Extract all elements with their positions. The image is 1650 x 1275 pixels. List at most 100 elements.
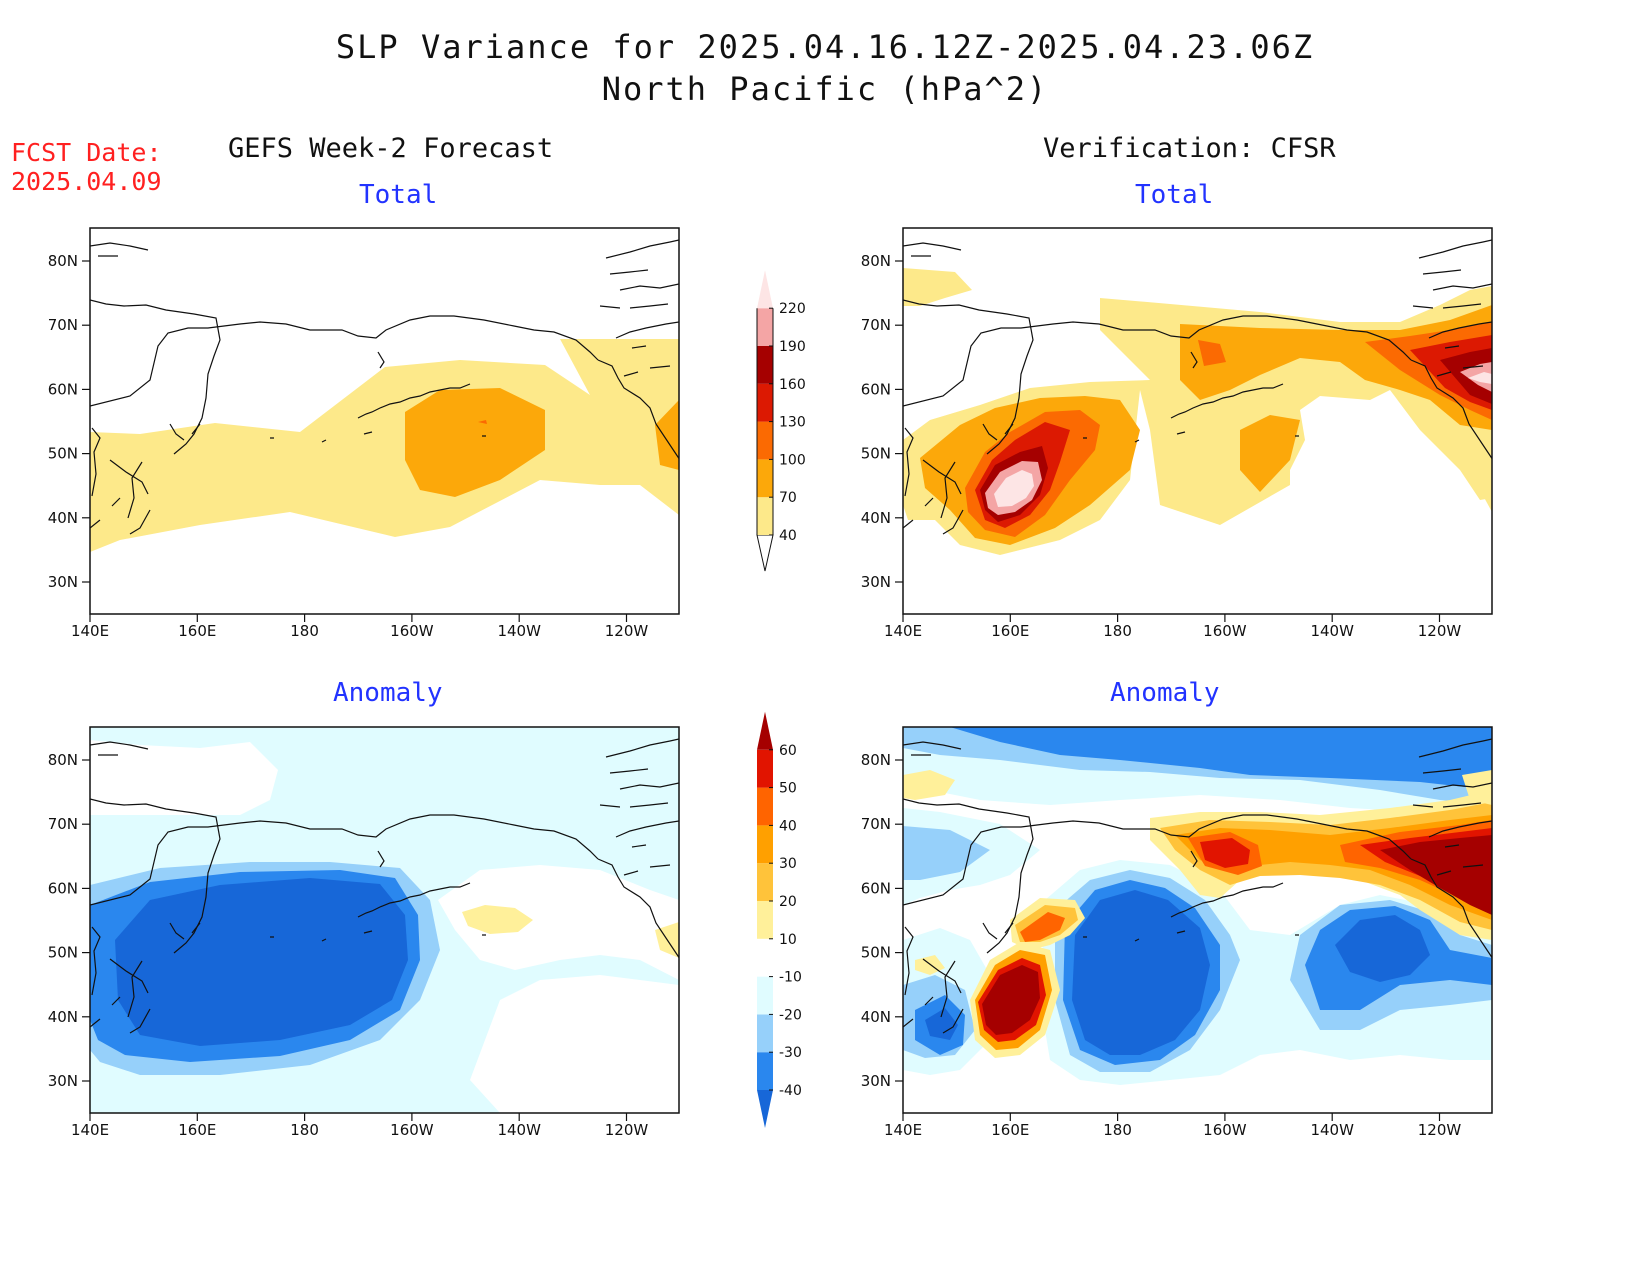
lon-tick-label: 140E	[884, 1121, 922, 1139]
lat-tick-label: 30N	[48, 1072, 78, 1090]
lon-tick-label: 160E	[991, 1121, 1029, 1139]
lon-tick-label: 160W	[390, 1121, 434, 1139]
lat-tick-label: 60N	[861, 879, 891, 897]
lat-tick-label: 40N	[48, 509, 78, 527]
forecast-date: FCST Date: 2025.04.09	[11, 138, 162, 196]
lat-tick-label: 70N	[48, 815, 78, 833]
lat-tick-label: 30N	[861, 573, 891, 591]
lon-tick-label: 160E	[178, 622, 216, 640]
frame-gefs-anomaly	[89, 726, 680, 1114]
axes-layer: 140E 160E 180 160W 140W 120W 30N 40N 50N 60N 70N 80…	[48, 252, 1462, 1139]
colorbar-lower-arrow	[756, 534, 774, 572]
panel-subtitle-gefs-anomaly: Anomaly	[333, 678, 443, 708]
colorbar-swatch	[757, 497, 773, 535]
lon-tick-label: 140E	[884, 622, 922, 640]
colorbar-label: 60	[779, 743, 797, 759]
panel-subtitle-cfsr-anomaly: Anomaly	[1110, 678, 1220, 708]
lat-tick-label: 70N	[861, 316, 891, 334]
lat-tick-label: 70N	[861, 815, 891, 833]
lat-tick-label: 40N	[861, 509, 891, 527]
colorbar-swatch	[757, 383, 773, 422]
colorbar-label: 30	[779, 856, 797, 872]
colorbar-label: 160	[779, 377, 806, 393]
lon-tick-label: 180	[1103, 1121, 1132, 1139]
colorbar-swatch	[757, 976, 773, 1015]
colorbar-swatch	[757, 863, 773, 901]
colorbar-label: -10	[779, 970, 802, 986]
lat-tick-label: 30N	[48, 573, 78, 591]
colorbar-label: 20	[779, 894, 797, 910]
colorbar-label: 40	[779, 818, 797, 834]
lon-tick-label: 140W	[497, 1121, 541, 1139]
colorbar-label: -20	[779, 1007, 802, 1023]
lat-tick-label: 40N	[48, 1008, 78, 1026]
lat-tick-label: 80N	[861, 751, 891, 769]
colorbar-label: -40	[779, 1083, 802, 1099]
colorbar-swatch	[757, 749, 773, 788]
frame-cfsr-anomaly	[902, 726, 1493, 1114]
lat-tick-label: 80N	[48, 252, 78, 270]
lon-tick-label: 140W	[1310, 622, 1354, 640]
lon-tick-label: 180	[1103, 622, 1132, 640]
lon-tick-label: 140E	[71, 1121, 109, 1139]
colorbar-swatch	[757, 346, 773, 384]
lon-tick-label: 160W	[1203, 1121, 1247, 1139]
lat-tick-label: 50N	[48, 944, 78, 962]
map-cfsr-anomaly	[903, 727, 1492, 1113]
colorbar-label: 220	[779, 301, 806, 317]
colorbar-swatch	[757, 308, 773, 346]
column-title-cfsr: Verification: CFSR	[1043, 133, 1336, 164]
main-subtitle: North Pacific (hPa^2)	[601, 70, 1049, 108]
lon-tick-label: 180	[290, 1121, 319, 1139]
panel-subtitle-gefs-total: Total	[359, 180, 438, 210]
colorbar-swatch	[757, 421, 773, 460]
lat-tick-label: 50N	[861, 944, 891, 962]
lat-tick-label: 80N	[48, 751, 78, 769]
colorbar-label: 10	[779, 932, 797, 948]
colorbar-swatch	[757, 825, 773, 864]
lon-tick-label: 140W	[1310, 1121, 1354, 1139]
colorbar-swatch	[757, 459, 773, 498]
colorbar-swatch	[757, 1052, 773, 1090]
lon-tick-label: 120W	[605, 622, 649, 640]
lon-tick-label: 160E	[178, 1121, 216, 1139]
colorbar-total: 40 70 100 130 160 190 220	[756, 270, 806, 572]
colorbar-label: -30	[779, 1045, 802, 1061]
panel-subtitle-cfsr-total: Total	[1135, 180, 1214, 210]
lon-tick-label: 120W	[1418, 622, 1462, 640]
colorbar-label: 130	[779, 415, 806, 431]
lon-tick-label: 180	[290, 622, 319, 640]
colorbar-swatch	[757, 1014, 773, 1053]
colorbar-label: 190	[779, 339, 806, 355]
colorbar-swatch	[757, 787, 773, 826]
colorbar-upper-arrow	[757, 711, 773, 750]
colorbar-swatch	[757, 938, 773, 977]
frame-gefs-total	[89, 227, 680, 615]
lon-tick-label: 160W	[1203, 622, 1247, 640]
lat-tick-label: 70N	[48, 316, 78, 334]
forecast-date-label: FCST Date:	[11, 138, 162, 167]
main-title: SLP Variance for 2025.04.16.12Z-2025.04.…	[335, 28, 1315, 66]
lon-tick-label: 120W	[605, 1121, 649, 1139]
map-gefs-total	[90, 228, 679, 614]
frame-cfsr-total	[902, 227, 1493, 615]
colorbar-label: 70	[779, 490, 797, 506]
colorbar-swatch	[757, 901, 773, 939]
lat-tick-label: 60N	[861, 380, 891, 398]
lat-tick-label: 80N	[861, 252, 891, 270]
lon-tick-label: 120W	[1418, 1121, 1462, 1139]
lon-tick-label: 160E	[991, 622, 1029, 640]
lon-tick-label: 140E	[71, 622, 109, 640]
lat-tick-label: 40N	[861, 1008, 891, 1026]
colorbar-anomaly: -40 -30 -20 -10 10 20 30 40 50 60	[757, 711, 802, 1128]
lat-tick-label: 60N	[48, 380, 78, 398]
colorbar-label: 100	[779, 452, 806, 468]
forecast-date-value: 2025.04.09	[11, 167, 162, 196]
colorbar-lower-arrow	[757, 1090, 773, 1128]
map-cfsr-total	[903, 228, 1492, 614]
lon-tick-label: 140W	[497, 622, 541, 640]
lat-tick-label: 50N	[861, 445, 891, 463]
colorbar-label: 40	[779, 528, 797, 544]
column-title-gefs: GEFS Week-2 Forecast	[228, 133, 554, 164]
